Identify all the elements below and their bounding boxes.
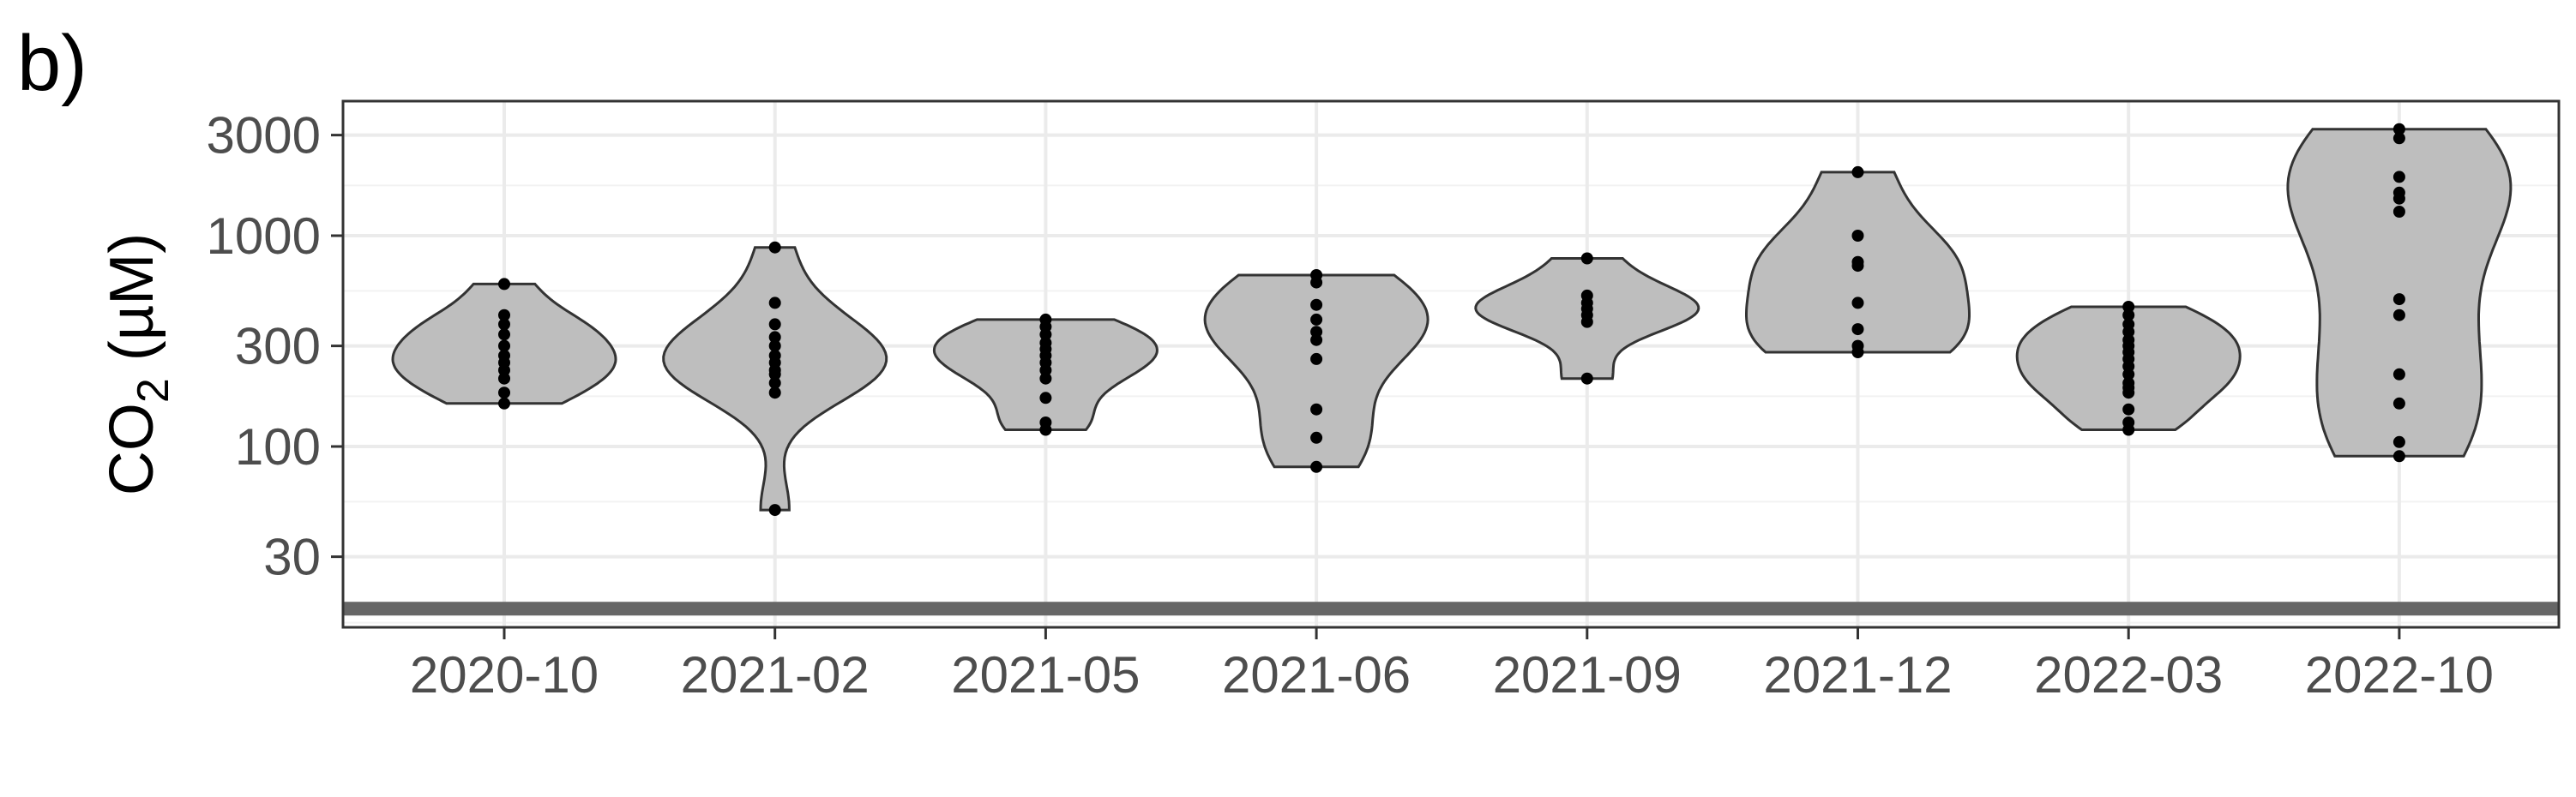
point-2021-09 <box>1580 315 1593 328</box>
violin-2022-10 <box>2286 128 2513 458</box>
y-axis-title-main: CO <box>98 403 166 495</box>
point-2022-10 <box>2392 206 2405 218</box>
x-tick-label-2021-12: 2021-12 <box>1763 646 1952 704</box>
x-tick-label-2021-06: 2021-06 <box>1222 646 1411 704</box>
violin-2021-06 <box>1203 273 1429 469</box>
x-tick-label-2022-03: 2022-03 <box>2034 646 2223 704</box>
panel-border <box>341 99 2561 629</box>
point-2022-03 <box>2122 301 2135 313</box>
point-2022-10 <box>2392 450 2405 463</box>
point-2021-09 <box>1580 372 1593 385</box>
point-2021-02 <box>768 376 781 389</box>
y-axis-title: CO2 (µM) <box>98 233 178 495</box>
point-2020-10 <box>498 397 510 410</box>
point-2021-02 <box>768 318 781 331</box>
x-tick-label-2021-09: 2021-09 <box>1493 646 1682 704</box>
point-2021-02 <box>768 331 781 344</box>
point-2021-06 <box>1310 298 1323 311</box>
y-tick-label-30: 30 <box>263 529 321 586</box>
y-axis-title-unit: (µM) <box>98 233 166 378</box>
point-2022-10 <box>2392 397 2405 410</box>
point-2022-10 <box>2392 171 2405 183</box>
point-2021-05 <box>1039 364 1052 376</box>
point-2022-03 <box>2122 309 2135 321</box>
y-tick-label-3000: 3000 <box>207 107 321 165</box>
point-2021-12 <box>1851 165 1864 178</box>
point-2021-05 <box>1039 328 1052 341</box>
point-2022-10 <box>2392 309 2405 321</box>
point-2022-03 <box>2122 368 2135 381</box>
point-2022-10 <box>2392 123 2405 135</box>
point-2020-10 <box>498 309 510 321</box>
point-2021-02 <box>768 387 781 399</box>
point-2020-10 <box>498 278 510 291</box>
point-2020-10 <box>498 339 510 352</box>
point-2020-10 <box>498 364 510 376</box>
point-2021-06 <box>1310 313 1323 326</box>
x-axis-ticks: 2020-10 2021-02 2021-05 2021-06 2021-09 2021-… <box>410 627 2494 704</box>
point-2021-02 <box>768 297 781 309</box>
panel-label: b) <box>17 20 87 107</box>
point-2021-02 <box>768 241 781 254</box>
point-2022-03 <box>2122 387 2135 399</box>
point-2022-10 <box>2392 132 2405 145</box>
point-2021-02 <box>768 339 781 352</box>
point-2021-05 <box>1039 423 1052 436</box>
point-2021-02 <box>768 368 781 381</box>
y-axis-ticks: 30 100 300 1000 3000 <box>207 107 343 586</box>
data-points <box>498 123 2405 517</box>
point-2020-10 <box>498 328 510 341</box>
point-2021-12 <box>1851 230 1864 242</box>
y-axis-title-subscript: 2 <box>129 378 178 403</box>
x-tick-label-2021-05: 2021-05 <box>951 646 1140 704</box>
point-2021-06 <box>1310 276 1323 289</box>
y-tick-label-1000: 1000 <box>207 207 321 265</box>
point-2022-10 <box>2392 435 2405 448</box>
point-2021-06 <box>1310 460 1323 473</box>
y-tick-label-300: 300 <box>235 318 321 375</box>
point-2021-06 <box>1310 333 1323 346</box>
point-2020-10 <box>498 387 510 399</box>
point-2021-02 <box>768 504 781 517</box>
x-tick-label-2021-02: 2021-02 <box>681 646 870 704</box>
point-2021-06 <box>1310 352 1323 365</box>
point-2022-10 <box>2392 368 2405 381</box>
point-2021-12 <box>1851 323 1864 336</box>
y-tick-label-100: 100 <box>235 418 321 476</box>
point-2022-10 <box>2392 192 2405 205</box>
point-2020-10 <box>498 318 510 331</box>
point-2022-03 <box>2122 423 2135 436</box>
point-2021-12 <box>1851 297 1864 309</box>
violins <box>391 128 2513 512</box>
point-2021-05 <box>1039 372 1052 385</box>
point-2021-06 <box>1310 431 1323 444</box>
point-2020-10 <box>498 372 510 385</box>
point-2021-12 <box>1851 346 1864 358</box>
point-2021-05 <box>1039 392 1052 404</box>
point-2022-10 <box>2392 293 2405 306</box>
point-2021-12 <box>1851 260 1864 273</box>
x-tick-label-2022-10: 2022-10 <box>2305 646 2494 704</box>
x-tick-label-2020-10: 2020-10 <box>410 646 599 704</box>
point-2021-09 <box>1580 252 1593 265</box>
point-2022-03 <box>2122 403 2135 416</box>
point-2021-06 <box>1310 403 1323 416</box>
